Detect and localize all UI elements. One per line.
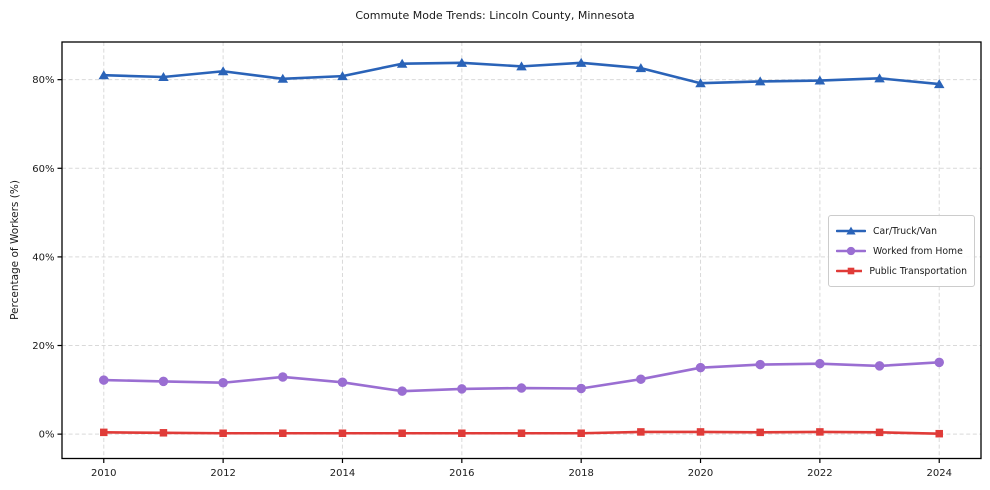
circle-marker bbox=[695, 362, 706, 373]
x-tick-label: 2022 bbox=[807, 468, 832, 479]
circle-marker bbox=[516, 383, 527, 393]
x-tick-label: 2016 bbox=[449, 468, 474, 479]
triangle-marker bbox=[217, 66, 229, 76]
square-marker bbox=[637, 428, 645, 436]
y-tick-label: 20% bbox=[32, 341, 54, 352]
circle-marker bbox=[755, 359, 765, 370]
legend-item: Worked from Home bbox=[836, 241, 967, 261]
square-marker bbox=[577, 429, 585, 437]
legend-swatch-circle bbox=[836, 246, 866, 256]
legend-label: Public Transportation bbox=[869, 265, 967, 277]
legend: Car/Truck/Van Worked from Home Public Tran… bbox=[828, 215, 975, 287]
x-tick-label: 2024 bbox=[927, 468, 952, 479]
circle-marker bbox=[158, 376, 169, 387]
triangle-marker bbox=[277, 73, 289, 83]
circle-marker bbox=[397, 386, 407, 396]
square-marker bbox=[816, 428, 824, 436]
triangle-marker bbox=[396, 58, 408, 68]
series-worked-from-home bbox=[99, 357, 944, 396]
chart-title: Commute Mode Trends: Lincoln County, Min… bbox=[355, 9, 635, 22]
legend-swatch-triangle bbox=[836, 226, 866, 235]
square-marker bbox=[279, 429, 287, 437]
y-tick-label: 60% bbox=[32, 164, 54, 175]
square-marker bbox=[219, 429, 227, 437]
x-tick-label: 2014 bbox=[330, 468, 355, 479]
x-tick-label: 2018 bbox=[568, 468, 593, 479]
circle-marker bbox=[278, 372, 288, 382]
circle-marker bbox=[218, 377, 228, 388]
triangle-marker bbox=[575, 57, 587, 67]
square-marker bbox=[458, 429, 466, 437]
triangle-marker bbox=[456, 57, 468, 67]
triangle-marker bbox=[516, 61, 527, 71]
square-marker bbox=[756, 428, 764, 437]
y-tick-label: 0% bbox=[39, 430, 55, 441]
square-marker bbox=[696, 428, 705, 436]
legend-item: Public Transportation bbox=[836, 261, 967, 281]
triangle-marker bbox=[754, 76, 766, 86]
legend-label: Worked from Home bbox=[873, 245, 963, 257]
legend-label: Car/Truck/Van bbox=[873, 225, 938, 237]
circle-marker bbox=[99, 375, 109, 385]
triangle-marker bbox=[814, 75, 826, 85]
square-marker bbox=[159, 429, 168, 437]
square-marker bbox=[398, 429, 406, 437]
circle-marker bbox=[337, 377, 348, 388]
triangle-marker bbox=[874, 73, 885, 83]
legend-swatch-square bbox=[836, 267, 863, 275]
y-tick-label: 80% bbox=[32, 75, 54, 86]
triangle-marker bbox=[337, 71, 348, 81]
circle-marker bbox=[636, 374, 646, 384]
square-marker bbox=[875, 428, 884, 437]
triangle-marker bbox=[933, 79, 945, 89]
circle-marker bbox=[576, 383, 586, 394]
triangle-marker bbox=[158, 72, 169, 82]
x-tick-label: 2012 bbox=[210, 468, 235, 479]
series-public-transportation bbox=[100, 428, 943, 438]
square-marker bbox=[338, 429, 347, 437]
square-marker bbox=[935, 429, 943, 438]
circle-marker bbox=[815, 358, 825, 369]
x-tick-label: 2020 bbox=[688, 468, 713, 479]
square-marker bbox=[517, 429, 526, 437]
triangle-marker bbox=[846, 226, 856, 235]
circle-marker bbox=[457, 384, 467, 394]
triangle-marker bbox=[695, 78, 706, 88]
x-tick-label: 2010 bbox=[91, 468, 116, 479]
y-tick-label: 40% bbox=[32, 252, 54, 263]
plot-border bbox=[61, 41, 982, 460]
circle-marker bbox=[846, 246, 856, 256]
triangle-marker bbox=[635, 63, 647, 73]
circle-marker bbox=[934, 357, 944, 368]
circle-marker bbox=[874, 361, 885, 371]
series-car-truck-van bbox=[98, 57, 945, 89]
square-marker bbox=[100, 428, 108, 437]
square-marker bbox=[847, 267, 855, 275]
legend-item: Car/Truck/Van bbox=[836, 221, 967, 241]
axes-ticks: 2010 2012 2014 2016 2018 2020 2022 2024 0% 20% 40%… bbox=[32, 75, 952, 479]
triangle-marker bbox=[98, 70, 110, 80]
